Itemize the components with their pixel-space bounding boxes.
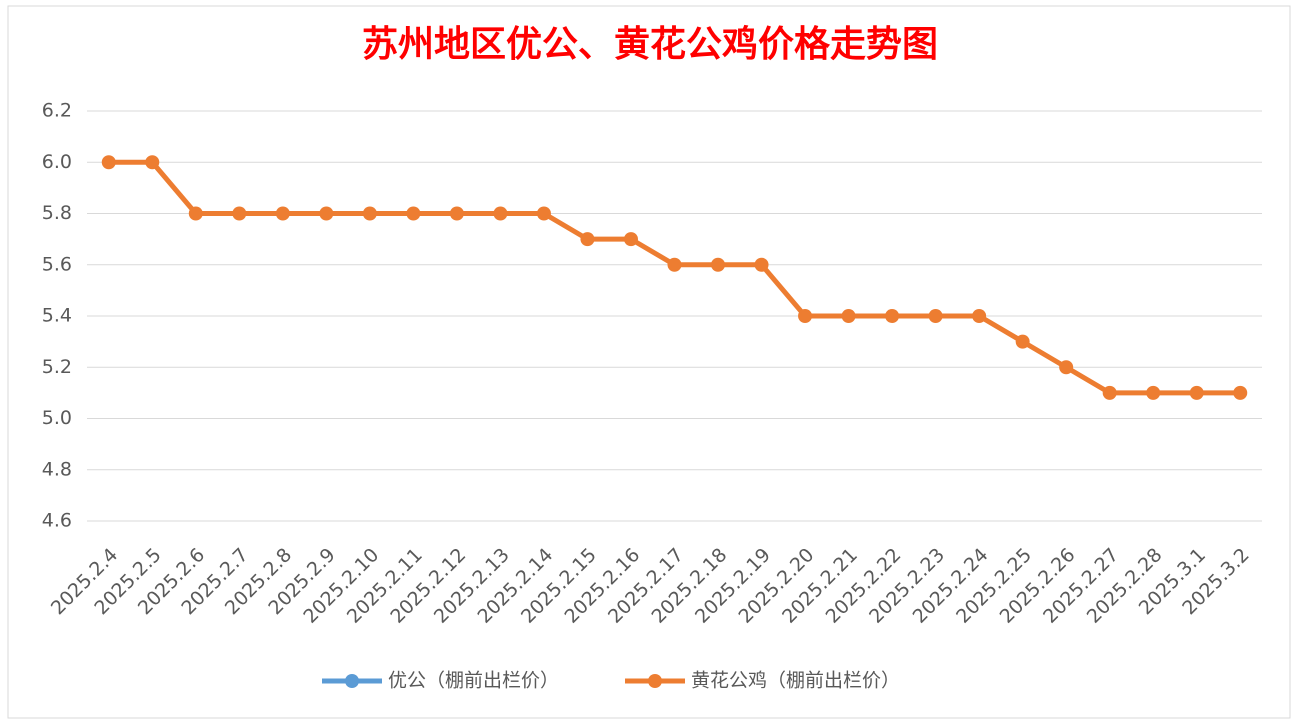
y-tick-label: 6.0 [42, 151, 72, 173]
data-point [275, 206, 290, 221]
legend-label: 黄花公鸡（棚前出栏价） [691, 670, 900, 692]
data-point [101, 155, 116, 170]
legend-label: 优公（棚前出栏价） [388, 670, 559, 692]
data-point [1146, 385, 1161, 400]
y-tick-label: 4.8 [42, 458, 72, 480]
data-point [580, 232, 595, 247]
data-point [1102, 385, 1117, 400]
data-point [449, 206, 464, 221]
data-point [667, 257, 682, 272]
y-tick-label: 5.0 [42, 407, 72, 429]
data-point [406, 206, 421, 221]
data-point [362, 206, 377, 221]
data-point [536, 206, 551, 221]
data-point [841, 309, 856, 323]
y-tick-label: 6.2 [42, 100, 72, 122]
data-point [145, 155, 160, 170]
data-point [232, 206, 247, 221]
data-point [928, 309, 943, 323]
y-tick-label: 5.6 [42, 253, 72, 275]
y-tick-label: 5.4 [42, 305, 72, 327]
data-point [1015, 334, 1030, 349]
data-point [188, 206, 203, 221]
data-point [1233, 385, 1248, 400]
data-point [711, 257, 726, 272]
chart-title: 苏州地区优公、黄花公鸡价格走势图 [362, 23, 938, 65]
data-point [754, 257, 769, 272]
chart-border [7, 5, 1291, 719]
y-tick-label: 5.2 [42, 356, 72, 378]
data-point [798, 309, 813, 323]
y-tick-label: 5.8 [42, 202, 72, 224]
data-point [623, 232, 638, 247]
y-tick-label: 4.6 [42, 510, 72, 532]
legend-marker [345, 674, 359, 688]
data-point [319, 206, 334, 221]
data-point [493, 206, 508, 221]
data-point [972, 309, 987, 323]
legend-marker [648, 674, 662, 688]
data-point [885, 309, 900, 323]
data-point [1189, 385, 1204, 400]
data-point [1059, 360, 1074, 375]
